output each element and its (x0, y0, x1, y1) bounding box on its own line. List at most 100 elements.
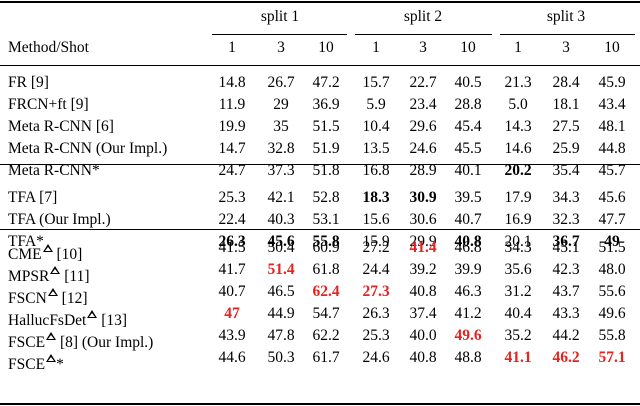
table-cell: 60.9 (312, 239, 340, 256)
table-cell: 61.7 (312, 349, 340, 367)
table-cell: 41.1 (504, 349, 532, 367)
table-cell: 61.8 (312, 261, 340, 279)
table-cell: 19.9 (218, 118, 246, 136)
table-cell: 20.2 (504, 162, 532, 180)
method-name: FSCE * (8, 347, 64, 376)
table-cell: 28.4 (552, 74, 580, 91)
table-cell: 13.5 (362, 140, 390, 158)
table-cell: 45.9 (598, 74, 626, 91)
method-name: TFA* (8, 231, 44, 253)
table-cell: 40.7 (454, 211, 482, 229)
table-cell: 40.7 (218, 283, 246, 301)
table-cell: 42.3 (552, 261, 580, 279)
delta-superscript (46, 325, 57, 347)
method-reference: [13] (101, 312, 128, 330)
table-cell: 25.9 (552, 140, 580, 158)
table-cell: 24.7 (218, 162, 246, 180)
table-cell: 43.3 (552, 305, 580, 323)
table-cell: 29 (273, 96, 289, 113)
triangle-icon (46, 354, 57, 363)
method-label: HallucFsDet (8, 312, 87, 330)
delta-superscript (87, 303, 98, 325)
table-cell: 45.6 (267, 233, 295, 251)
table-row: Meta R-CNN (Our Impl.) 14.7 32.8 51.9 13.5 24… (0, 138, 640, 160)
table-cell: 28.8 (454, 96, 482, 113)
table-cell: 47.8 (267, 327, 295, 345)
delta-superscript (47, 281, 58, 303)
split-label: split 3 (546, 8, 586, 25)
method-name: FRCN+ft [9] (8, 94, 89, 116)
table-cell: 55.8 (312, 233, 340, 251)
table-cell: 40.0 (409, 327, 437, 345)
group-divider (0, 164, 640, 165)
table-cell: 43.4 (598, 96, 626, 113)
method-label: Meta R-CNN* (8, 162, 100, 180)
shot-header: 1 (228, 39, 236, 56)
table-cell: 57.1 (598, 349, 626, 367)
triangle-icon (47, 288, 58, 297)
table-cell: 25.3 (218, 189, 246, 206)
split-rule (212, 34, 347, 35)
table-cell: 15.9 (362, 233, 390, 251)
method-label: MPSR (8, 268, 50, 286)
method-reference: [12] (61, 290, 88, 308)
triangle-icon (87, 310, 98, 319)
table-row: FSCE * 44.6 50.3 61.7 24.6 40.8 48.8 41.1 46.2 57.… (0, 347, 640, 373)
table-row: TFA* 26.3 45.6 55.8 15.9 29.9 40.8 20.1 36.7 49 (0, 231, 640, 253)
method-name: Meta R-CNN* (8, 160, 100, 182)
table-cell: 46.2 (552, 349, 580, 367)
shot-header: 3 (277, 39, 285, 56)
table-cell: 41.5 (218, 239, 246, 256)
table-row: FR [9] 14.8 26.7 47.2 15.7 22.7 40.5 21.3 28.4 45… (0, 72, 640, 94)
table-cell: 32.8 (267, 140, 295, 158)
table-cell: 24.6 (362, 349, 390, 367)
table-cell: 18.1 (552, 96, 580, 113)
table-row: HallucFsDet [13] 47 44.9 54.7 26.3 37.4 41.2 40… (0, 303, 640, 329)
table-cell: 48.1 (598, 118, 626, 136)
table-cell: 40.3 (267, 211, 295, 229)
table-cell: 5.9 (366, 96, 386, 113)
table-cell: 45.7 (598, 162, 626, 180)
table-cell: 14.8 (218, 74, 246, 91)
table-cell: 51.8 (312, 162, 340, 180)
triangle-icon (50, 266, 61, 275)
table-cell: 34.3 (504, 239, 532, 256)
split-label: split 1 (260, 8, 300, 25)
delta-superscript (42, 237, 53, 259)
triangle-icon (46, 332, 57, 341)
table-cell: 26.3 (362, 305, 390, 323)
method-name: MPSR [11] (8, 259, 90, 288)
table-cell: 46.3 (454, 283, 482, 301)
table-cell: 25.3 (362, 327, 390, 345)
table-cell: 39.2 (409, 261, 437, 279)
method-name: CME [10] (8, 237, 82, 266)
table-cell: 47.2 (312, 74, 340, 91)
table-cell: 39.9 (454, 261, 482, 279)
table-cell: 41.4 (409, 239, 437, 256)
table-cell: 24.6 (409, 140, 437, 158)
shot-header: 1 (372, 39, 380, 56)
table-row: FSCN [12] 40.7 46.5 62.4 27.3 40.8 46.3 31.2 43.… (0, 281, 640, 307)
table-cell: 29.6 (409, 118, 437, 136)
table-cell: 22.7 (409, 74, 437, 91)
table-cell: 23.4 (409, 96, 437, 113)
table-cell: 27.3 (362, 283, 390, 301)
table-cell: 41.2 (454, 305, 482, 323)
table-cell: 39.5 (454, 189, 482, 206)
table-row: CME [10] 41.5 50.4 60.9 27.2 41.4 46.8 34.3 45.1… (0, 237, 640, 263)
split-rule (500, 34, 635, 35)
method-name: Meta R-CNN [6] (8, 116, 114, 138)
table-cell: 35.2 (504, 327, 532, 345)
shot-header: 1 (514, 39, 522, 56)
shot-header: 10 (460, 39, 476, 56)
table-cell: 37.4 (409, 305, 437, 323)
table-cell: 30.6 (409, 211, 437, 229)
table-cell: 49.6 (598, 305, 626, 323)
table-cell: 55.6 (598, 283, 626, 301)
shot-header: 3 (562, 39, 570, 56)
table-cell: 40.1 (454, 162, 482, 180)
bottom-rule (0, 403, 640, 405)
table-cell: 15.6 (362, 211, 390, 229)
table-cell: 47 (224, 305, 240, 323)
table-cell: 40.8 (409, 349, 437, 367)
